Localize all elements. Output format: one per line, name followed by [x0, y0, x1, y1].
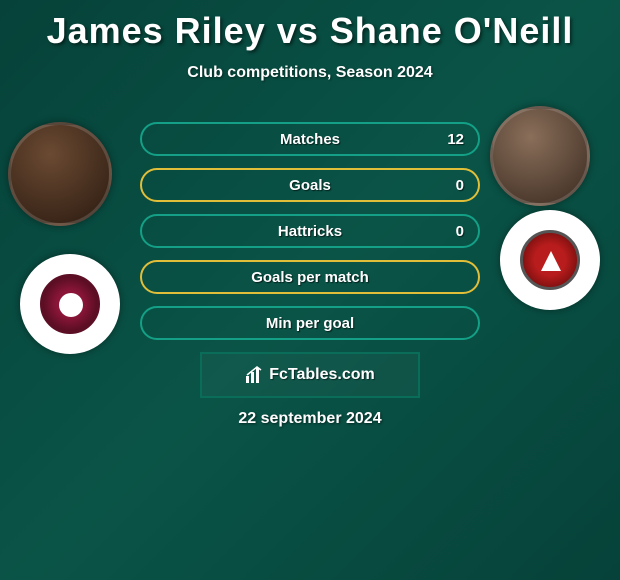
stat-label: Min per goal: [266, 315, 354, 332]
stat-value: 12: [447, 131, 464, 148]
stat-label: Goals per match: [251, 269, 369, 286]
stats-container: Matches 12 Goals 0 Hattricks 0 Goals per…: [140, 122, 480, 352]
stat-row-hattricks: Hattricks 0: [140, 214, 480, 248]
brand-text: FcTables.com: [269, 366, 375, 384]
chart-icon: [245, 366, 263, 384]
date: 22 september 2024: [0, 410, 620, 428]
player2-avatar: [490, 106, 590, 206]
club-logo-inner: [40, 274, 100, 334]
stat-value: 0: [456, 177, 464, 194]
player1-club-logo: [20, 254, 120, 354]
stat-row-matches: Matches 12: [140, 122, 480, 156]
brand-box: FcTables.com: [200, 352, 420, 398]
player2-club-logo: [500, 210, 600, 310]
stat-label: Goals: [289, 177, 331, 194]
stat-label: Hattricks: [278, 223, 342, 240]
stat-label: Matches: [280, 131, 340, 148]
stat-row-min-per-goal: Min per goal: [140, 306, 480, 340]
page-title: James Riley vs Shane O'Neill: [0, 0, 620, 52]
stat-row-goals-per-match: Goals per match: [140, 260, 480, 294]
club-logo-inner: [520, 230, 580, 290]
player1-avatar: [8, 122, 112, 226]
subtitle: Club competitions, Season 2024: [0, 64, 620, 82]
stat-value: 0: [456, 223, 464, 240]
stat-row-goals: Goals 0: [140, 168, 480, 202]
